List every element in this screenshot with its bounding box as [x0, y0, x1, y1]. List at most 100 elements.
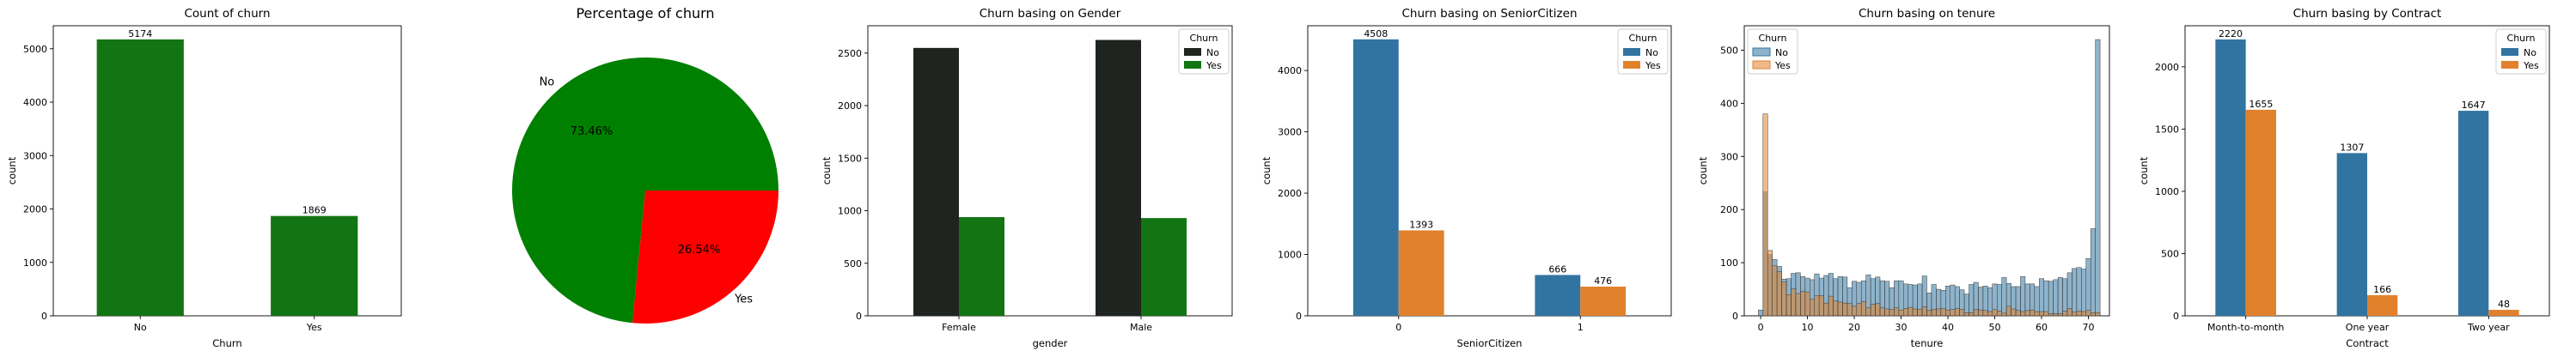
hist-bar-4-1-12	[1814, 295, 1820, 317]
hist-bar-4-1-27	[1884, 308, 1890, 317]
hist-bar-4-1-58	[2030, 309, 2036, 317]
hist-bar-4-1-47	[1978, 309, 1984, 317]
y-axis-label-3: count	[1261, 156, 1273, 185]
hist-bar-4-1-2	[1767, 250, 1773, 317]
hist-bar-4-1-51	[1996, 311, 2002, 317]
hist-bar-4-1-60	[2039, 311, 2044, 317]
bar-5-0-1	[2336, 153, 2367, 316]
bar-3-0-1	[1535, 275, 1581, 316]
hist-bar-4-1-37	[1931, 309, 1937, 317]
bar-5-0-2	[2458, 111, 2489, 316]
y-tick-label-2-0: 0	[856, 311, 862, 322]
y-axis-label-0: count	[6, 156, 18, 185]
pie-slice-0	[512, 57, 778, 324]
hist-bar-4-1-18	[1842, 302, 1848, 317]
x-tick-label-0-0: No	[134, 322, 147, 333]
pie-pct-label-0: 73.46%	[571, 125, 613, 138]
hist-bar-4-1-23	[1865, 307, 1871, 317]
hist-bar-4-1-33	[1912, 308, 1918, 317]
hist-bar-4-0-56	[2020, 275, 2026, 317]
chart-title-2: Churn basing on Gender	[980, 7, 1121, 21]
axes-frame-4	[1743, 25, 2110, 317]
hist-bar-4-1-59	[2034, 311, 2040, 317]
y-tick-label-3-2: 2000	[1278, 188, 1302, 199]
bar-value-label-0-0: 5174	[128, 28, 152, 39]
legend-swatch-3-1	[1623, 61, 1640, 69]
hist-bar-4-1-42	[1954, 308, 1960, 317]
bar-value-label-0-1: 1869	[302, 205, 327, 216]
y-tick-label-3-1: 1000	[1278, 250, 1302, 261]
chart-title-4: Churn basing on tenure	[1859, 7, 1995, 21]
hist-bar-4-0-52	[2001, 277, 2007, 317]
legend-label-3-0: No	[1645, 47, 1658, 58]
x-tick-label-4-5: 50	[1989, 322, 2001, 333]
hist-bar-4-0-60	[2039, 278, 2044, 317]
legend-label-2-0: No	[1206, 47, 1219, 58]
legend-label-4-0: No	[1775, 47, 1788, 58]
hist-bar-4-1-64	[2057, 313, 2063, 317]
hist-bar-4-0-69	[2081, 269, 2087, 317]
x-tick-label-4-0: 0	[1758, 322, 1764, 333]
bar-value-label-5-1-2: 48	[2498, 299, 2510, 310]
hist-bar-4-1-66	[2066, 308, 2072, 317]
bar-value-label-3-0-0: 4508	[1364, 28, 1388, 39]
hist-bar-4-0-61	[2043, 280, 2049, 317]
pie-label-0: No	[540, 76, 555, 89]
legend-swatch-4-0	[1752, 47, 1771, 57]
x-axis-label-4: tenure	[1911, 337, 1944, 349]
bar-value-label-5-1-0: 1655	[2249, 99, 2273, 110]
bar-2-0-1	[1096, 39, 1141, 317]
bar-value-label-3-0-1: 666	[1548, 263, 1566, 275]
chart-title-5: Churn basing by Contract	[2293, 7, 2442, 21]
hist-bar-4-1-36	[1926, 310, 1932, 317]
bar-0-1	[271, 215, 358, 316]
legend-title-5: Churn	[2507, 33, 2536, 44]
hist-bar-4-0-63	[2053, 279, 2059, 317]
bar-value-label-5-0-1: 1307	[2340, 142, 2364, 153]
hist-bar-4-1-57	[2024, 310, 2030, 317]
chart-title-3: Churn basing on SeniorCitizen	[1401, 7, 1577, 21]
hist-bar-4-1-11	[1810, 299, 1815, 317]
bar-5-1-2	[2488, 310, 2519, 316]
hist-bar-4-1-55	[2015, 310, 2021, 317]
x-tick-label-4-2: 20	[1848, 322, 1860, 333]
hist-bar-4-1-1	[1762, 113, 1768, 317]
hist-bar-4-1-13	[1818, 295, 1824, 317]
legend-swatch-2-1	[1184, 61, 1201, 69]
hist-bar-4-1-72	[2095, 312, 2101, 317]
axes-frame-2	[867, 25, 1233, 317]
hist-bar-4-1-43	[1959, 309, 1965, 317]
y-tick-label-0-5: 5000	[23, 44, 47, 55]
hist-bar-4-1-50	[1992, 309, 1998, 317]
hist-bar-4-1-10	[1804, 291, 1810, 317]
hist-bar-4-0-64	[2057, 277, 2063, 317]
hist-bar-4-1-40	[1945, 309, 1950, 317]
bar-value-label-5-1-1: 166	[2373, 284, 2391, 295]
hist-bar-4-1-63	[2053, 313, 2059, 317]
hist-bar-4-0-67	[2072, 268, 2078, 317]
hist-bar-4-1-17	[1837, 301, 1843, 317]
x-tick-label-5-2: Two year	[2467, 322, 2510, 333]
hist-bar-4-1-68	[2076, 311, 2082, 317]
y-tick-label-0-3: 3000	[23, 150, 47, 161]
axes-frame-0	[52, 25, 402, 317]
hist-bar-4-1-19	[1847, 303, 1853, 317]
hist-bar-4-1-48	[1982, 310, 1988, 317]
x-tick-label-3-1: 1	[1578, 322, 1584, 333]
y-tick-label-5-1: 500	[2161, 248, 2179, 259]
hist-bar-4-1-46	[1973, 309, 1979, 317]
hist-bar-4-1-61	[2043, 311, 2049, 317]
hist-bar-4-1-32	[1908, 306, 1914, 317]
hist-bar-4-1-62	[2048, 313, 2054, 317]
hist-bar-4-1-24	[1870, 304, 1876, 317]
hist-bar-4-1-29	[1894, 307, 1900, 317]
hist-bar-4-1-30	[1898, 309, 1904, 317]
legend-swatch-5-0	[2501, 48, 2518, 56]
pie-slice-1	[632, 191, 778, 324]
y-tick-label-2-4: 2000	[838, 100, 862, 112]
bar-value-label-5-0-2: 1647	[2462, 100, 2486, 111]
hist-bar-4-1-41	[1950, 309, 1956, 317]
x-tick-label-5-0: Month-to-month	[2207, 322, 2284, 333]
hist-bar-4-1-15	[1828, 295, 1834, 317]
